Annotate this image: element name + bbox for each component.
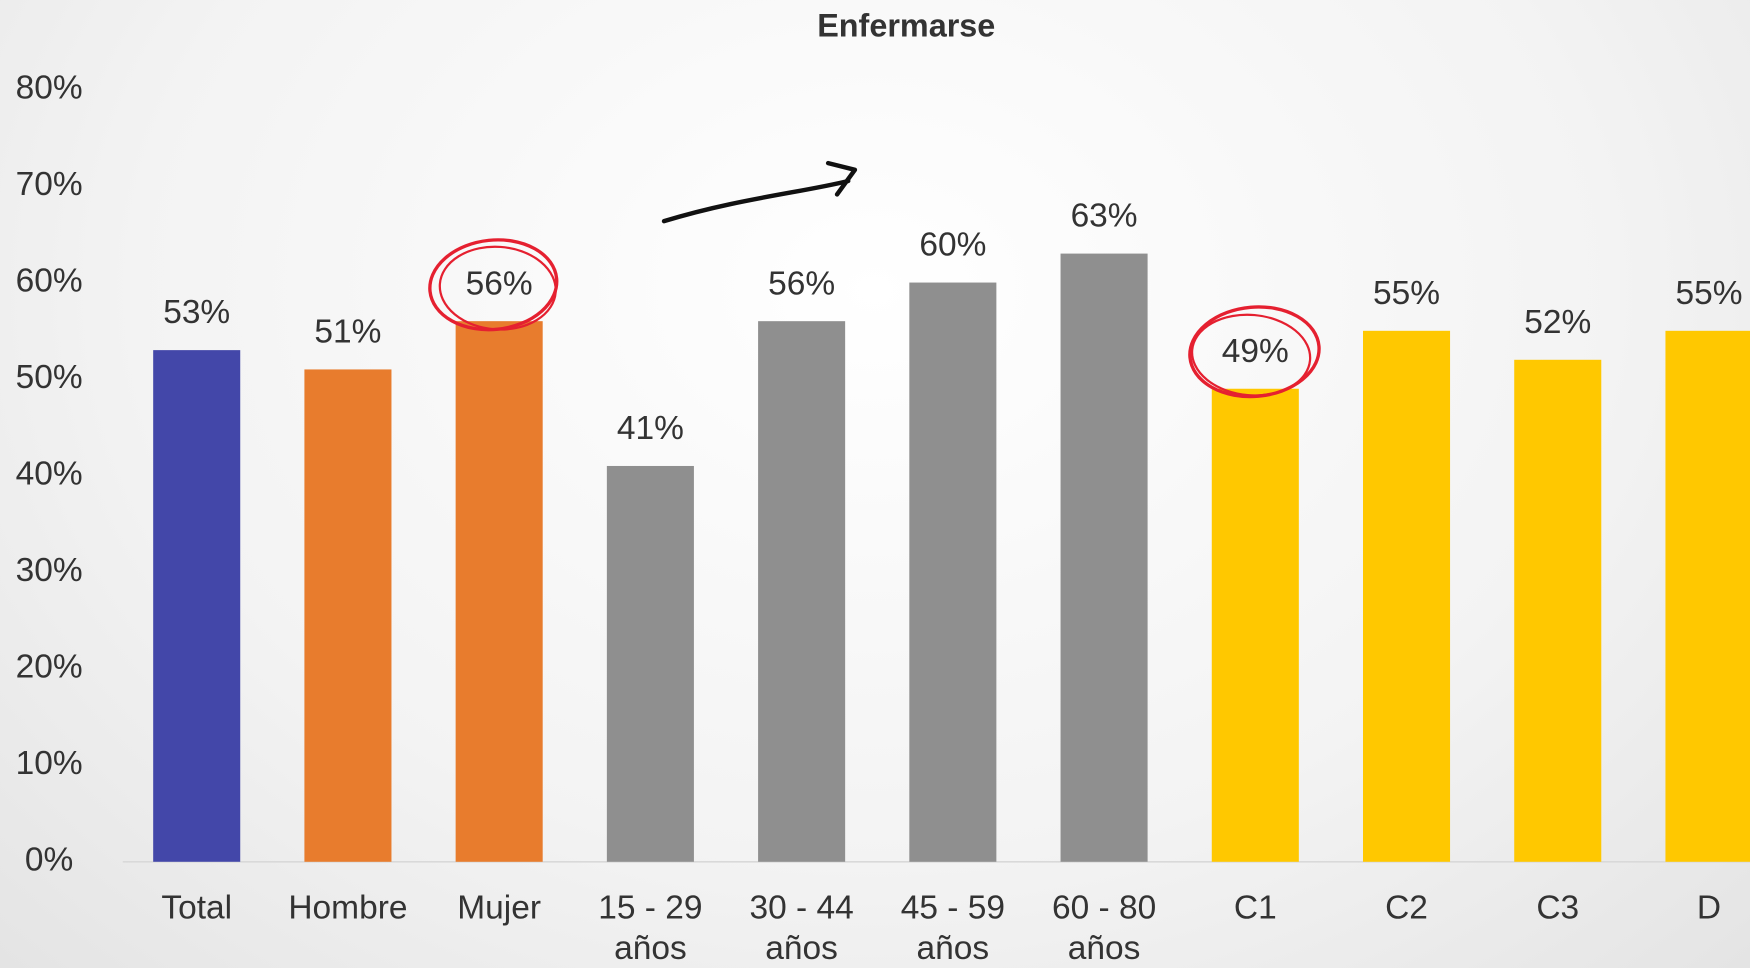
data-label: 60% xyxy=(919,227,986,264)
chart-title: Enfermarse xyxy=(817,8,995,44)
bar xyxy=(1665,330,1750,862)
trend-arrow xyxy=(661,178,851,224)
y-tick-label: 30% xyxy=(16,552,83,589)
bar xyxy=(1211,388,1299,862)
x-tick-label: C2 xyxy=(1385,889,1428,927)
y-tick-label: 80% xyxy=(16,69,83,106)
x-tick-label: D xyxy=(1696,889,1722,927)
x-tick-label-box: C3 xyxy=(1536,889,1580,927)
data-label: 56% xyxy=(466,265,533,302)
y-tick-label: 70% xyxy=(16,166,83,203)
y-tick-label: 20% xyxy=(16,649,83,686)
x-tick-label: 15 - 29 años xyxy=(598,889,703,967)
x-tick-label-box: Hombre xyxy=(288,889,408,927)
highlight-circle xyxy=(1190,313,1312,397)
y-tick-label: 10% xyxy=(16,745,83,782)
data-label: 52% xyxy=(1524,304,1591,341)
y-tick-label: 40% xyxy=(16,455,83,492)
data-label: 56% xyxy=(768,265,835,302)
x-tick-label-box: Total xyxy=(161,889,233,927)
x-tick-label-box: D xyxy=(1696,889,1722,927)
data-label: 55% xyxy=(1373,275,1440,312)
bar xyxy=(455,321,543,862)
x-tick-label: 60 - 80 años xyxy=(1051,889,1157,967)
data-label: 51% xyxy=(314,314,381,351)
bar xyxy=(1363,330,1451,862)
x-tick-label: 30 - 44 años xyxy=(749,889,854,967)
data-label: 41% xyxy=(617,410,684,447)
bar xyxy=(758,321,846,862)
y-tick-label: 50% xyxy=(16,359,83,396)
y-tick-label: 0% xyxy=(25,842,73,879)
data-label: 49% xyxy=(1222,333,1289,370)
x-tick-label-box: 60 - 80 años xyxy=(1051,889,1157,967)
bar xyxy=(606,465,694,862)
bar xyxy=(304,369,392,862)
data-label: 63% xyxy=(1071,198,1138,235)
x-tick-label-box: C2 xyxy=(1385,889,1428,927)
x-tick-label: Mujer xyxy=(457,889,542,927)
data-label: 55% xyxy=(1675,275,1742,312)
bar xyxy=(1514,359,1602,862)
bar xyxy=(153,350,241,862)
arrow-head xyxy=(825,160,858,197)
x-tick-label: C3 xyxy=(1536,889,1580,927)
x-tick-label: Total xyxy=(161,889,233,927)
x-tick-label: Hombre xyxy=(288,889,408,927)
x-tick-label-box: 45 - 59 años xyxy=(900,889,1005,967)
x-tick-label: 45 - 59 años xyxy=(900,889,1005,967)
data-label: 53% xyxy=(163,294,230,331)
highlight-circle xyxy=(438,245,557,331)
x-tick-label: C1 xyxy=(1233,889,1277,927)
x-tick-label-box: C1 xyxy=(1233,889,1277,927)
x-tick-label-box: 30 - 44 años xyxy=(749,889,854,967)
x-tick-label-box: 15 - 29 años xyxy=(598,889,703,967)
x-tick-label-box: Mujer xyxy=(457,889,542,927)
y-tick-label: 60% xyxy=(16,262,83,299)
bar xyxy=(1060,253,1148,862)
bar xyxy=(909,282,997,862)
